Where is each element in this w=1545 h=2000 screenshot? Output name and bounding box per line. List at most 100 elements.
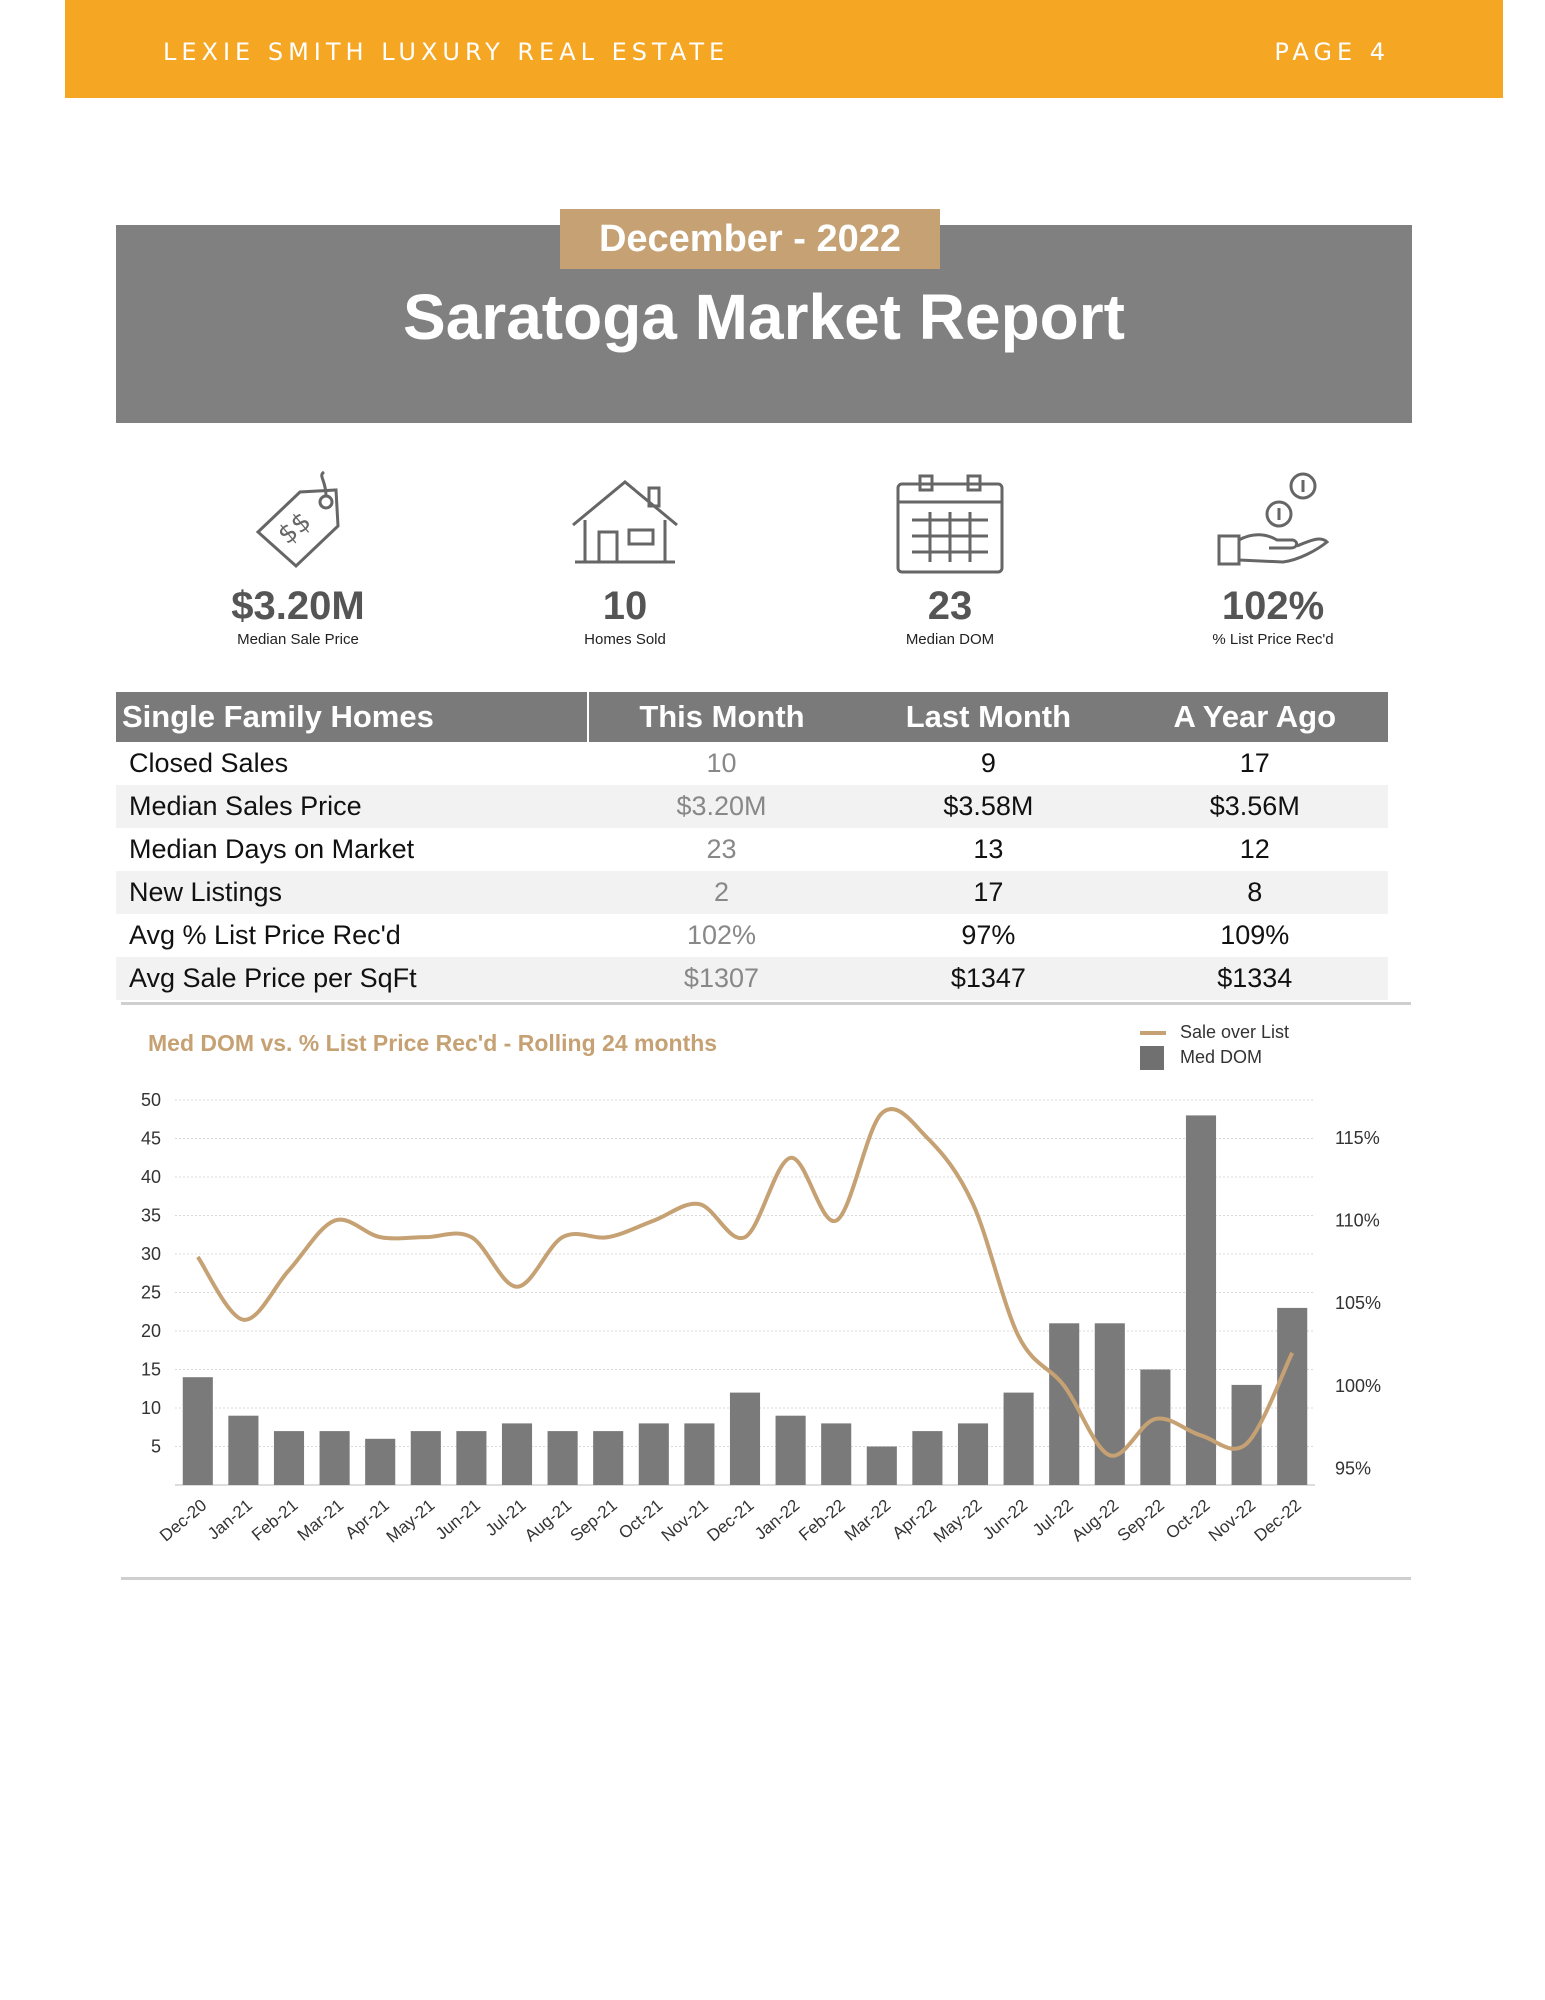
table-row: New Listings 2 17 8 — [116, 871, 1388, 914]
med-dom-bar — [365, 1438, 396, 1485]
x-tick-label: Feb-22 — [795, 1496, 848, 1545]
last-month-cell: 17 — [855, 871, 1122, 914]
stat-median-sale-price: $$ $3.20M Median Sale Price — [178, 470, 418, 648]
x-tick-label: Dec-21 — [703, 1496, 757, 1546]
stat-caption: Median Sale Price — [237, 631, 359, 648]
brand-name: LEXIE SMITH LUXURY REAL ESTATE — [163, 38, 730, 66]
med-dom-bar — [319, 1431, 350, 1485]
med-dom-bar — [456, 1431, 487, 1485]
top-banner: LEXIE SMITH LUXURY REAL ESTATE PAGE 4 — [65, 0, 1503, 98]
chart-title: Med DOM vs. % List Price Rec'd - Rolling… — [148, 1030, 718, 1056]
last-month-cell: 97% — [961, 920, 1016, 950]
x-tick-label: Aug-21 — [521, 1496, 575, 1546]
report-title: Saratoga Market Report — [403, 281, 1125, 353]
x-tick-label: Oct-22 — [1162, 1496, 1213, 1543]
y-right-tick-label: 115% — [1335, 1128, 1380, 1148]
hand-coins-icon — [1217, 472, 1330, 566]
column-header: A Year Ago — [1121, 692, 1388, 742]
year-ago-cell: 8 — [1121, 871, 1388, 914]
med-dom-bar — [729, 1392, 761, 1485]
page-number: PAGE 4 — [1274, 38, 1390, 66]
y-right-tick-label: 110% — [1335, 1211, 1380, 1231]
med-dom-bar — [866, 1446, 897, 1485]
med-dom-bar — [957, 1423, 989, 1485]
row-label: Closed Sales — [129, 748, 289, 778]
stat-median-dom: 23 Median DOM — [830, 470, 1070, 648]
med-dom-bar — [638, 1423, 669, 1485]
stat-list-price-received: 102% % List Price Rec'd — [1153, 470, 1393, 648]
year-ago-cell: 109% — [1220, 920, 1290, 950]
legend-line-swatch — [1140, 1030, 1166, 1035]
stat-value: $3.20M — [231, 584, 365, 628]
this-month-cell: 10 — [706, 748, 737, 778]
y-left-tick-label: 40 — [141, 1167, 161, 1187]
x-tick-label: May-22 — [930, 1496, 986, 1547]
dom-vs-list-price-chart: 5 10 15 20 25 30 35 40 45 50 95% 100% 105% 110% 115% De… — [141, 1090, 1381, 1547]
med-dom-bar — [821, 1423, 852, 1485]
y-left-tick-label: 50 — [141, 1090, 161, 1110]
divider — [121, 1002, 1411, 1005]
med-dom-bar — [410, 1431, 441, 1485]
this-month-cell: 23 — [706, 834, 737, 864]
this-month-cell: 2 — [587, 871, 856, 914]
legend-label: Sale over List — [1180, 1022, 1290, 1042]
x-tick-label: Aug-22 — [1068, 1496, 1122, 1546]
last-month-cell: $1347 — [855, 957, 1122, 1000]
med-dom-bar — [593, 1431, 624, 1485]
med-dom-bar — [273, 1431, 305, 1485]
last-month-cell: $3.58M — [855, 785, 1122, 828]
table-row: Avg Sale Price per SqFt $1307 $1347 $133… — [116, 957, 1388, 1000]
y-left-tick-label: 45 — [141, 1129, 161, 1149]
column-header: This Month — [587, 692, 856, 742]
x-tick-label: Nov-22 — [1205, 1496, 1259, 1546]
table-header-row: Single Family Homes This Month Last Mont… — [116, 692, 1388, 742]
med-dom-bar — [912, 1431, 943, 1485]
y-right-tick-label: 105% — [1335, 1293, 1381, 1313]
legend-bar-swatch — [1140, 1045, 1164, 1070]
year-ago-cell: $3.56M — [1121, 785, 1388, 828]
x-tick-label: Feb-21 — [248, 1496, 301, 1545]
med-dom-bar — [547, 1431, 578, 1485]
y-left-tick-label: 15 — [141, 1360, 161, 1380]
x-tick-label: May-21 — [383, 1496, 439, 1547]
y-left-tick-label: 10 — [141, 1398, 161, 1418]
x-tick-label: Sep-22 — [1114, 1496, 1168, 1546]
table-row: Closed Sales 10 9 17 — [116, 742, 1388, 785]
this-month-cell: 102% — [686, 920, 756, 950]
x-tick-label: Jan-21 — [204, 1496, 256, 1544]
x-tick-label: Oct-21 — [615, 1496, 666, 1543]
med-dom-bar — [1185, 1115, 1217, 1485]
year-ago-cell: $1334 — [1121, 957, 1388, 1000]
med-dom-bar — [228, 1415, 259, 1485]
legend-label: Med DOM — [1180, 1047, 1263, 1067]
med-dom-bar — [775, 1415, 806, 1485]
x-tick-label: Jun-22 — [979, 1496, 1031, 1544]
stat-value: 102% — [1221, 584, 1325, 628]
x-tick-label: Mar-22 — [841, 1496, 894, 1545]
house-icon — [572, 480, 678, 564]
column-header: Last Month — [855, 692, 1122, 742]
calendar-icon — [896, 474, 1004, 574]
report-date: December - 2022 — [560, 209, 940, 269]
stat-caption: Median DOM — [905, 631, 995, 648]
divider — [121, 1577, 1411, 1580]
y-left-tick-label: 30 — [141, 1244, 161, 1264]
price-tag-icon: $$ — [255, 470, 340, 569]
y-left-tick-label: 5 — [151, 1437, 161, 1457]
stat-homes-sold: 10 Homes Sold — [505, 470, 745, 648]
stat-caption: Homes Sold — [584, 631, 666, 648]
med-dom-bar — [182, 1377, 213, 1485]
med-dom-bar — [1231, 1384, 1262, 1485]
stat-caption: % List Price Rec'd — [1212, 631, 1334, 648]
med-dom-bar — [1277, 1307, 1308, 1485]
column-header: Single Family Homes — [116, 692, 589, 742]
med-dom-bar — [684, 1423, 715, 1485]
table-row: Median Days on Market 23 13 12 — [116, 828, 1388, 871]
med-dom-bar — [1094, 1323, 1125, 1485]
x-tick-label: Mar-21 — [294, 1496, 347, 1545]
sale-over-list-line — [196, 1107, 1294, 1458]
chart-legend: Sale over List Med DOM — [1140, 1020, 1289, 1070]
med-dom-bar — [501, 1423, 533, 1485]
x-tick-label: Dec-22 — [1251, 1496, 1305, 1546]
last-month-cell: 9 — [980, 748, 996, 778]
